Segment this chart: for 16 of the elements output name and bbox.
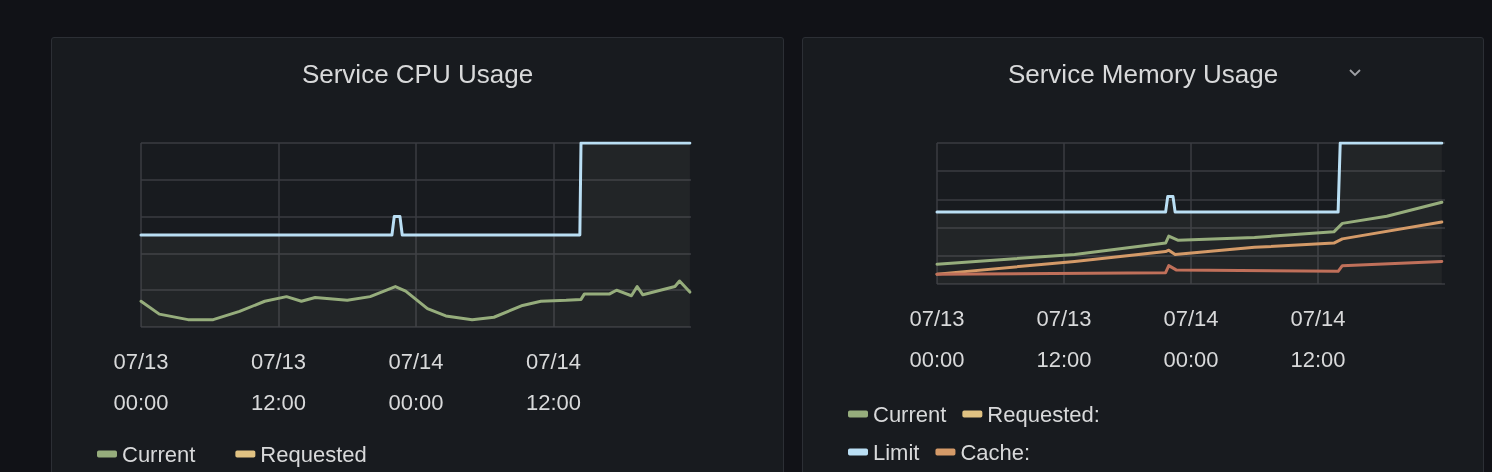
chart-title: Service CPU Usage	[301, 59, 534, 89]
x-tick-label: 07/13 12:00	[1036, 306, 1092, 372]
legend-label: Requested	[260, 441, 367, 467]
x-tick-label: 07/13 00:00	[909, 306, 965, 372]
x-tick-label: 07/13 00:00	[113, 349, 169, 415]
legend-label: Cache:	[960, 439, 1031, 465]
x-tick-label: 07/13 12:00	[250, 349, 307, 415]
legend-label: Current	[122, 441, 196, 467]
legend-label: Limit	[873, 439, 920, 465]
legend-label: Current	[873, 401, 947, 427]
x-tick-label: 07/14 12:00	[525, 349, 582, 415]
x-tick-label: 07/14 00:00	[1163, 306, 1219, 372]
chart-title: Service Memory Usage	[1007, 59, 1279, 89]
x-tick-label: 07/14 12:00	[1290, 306, 1346, 372]
legend-label: Requested:	[987, 401, 1100, 427]
x-tick-label: 07/14 00:00	[388, 349, 444, 415]
